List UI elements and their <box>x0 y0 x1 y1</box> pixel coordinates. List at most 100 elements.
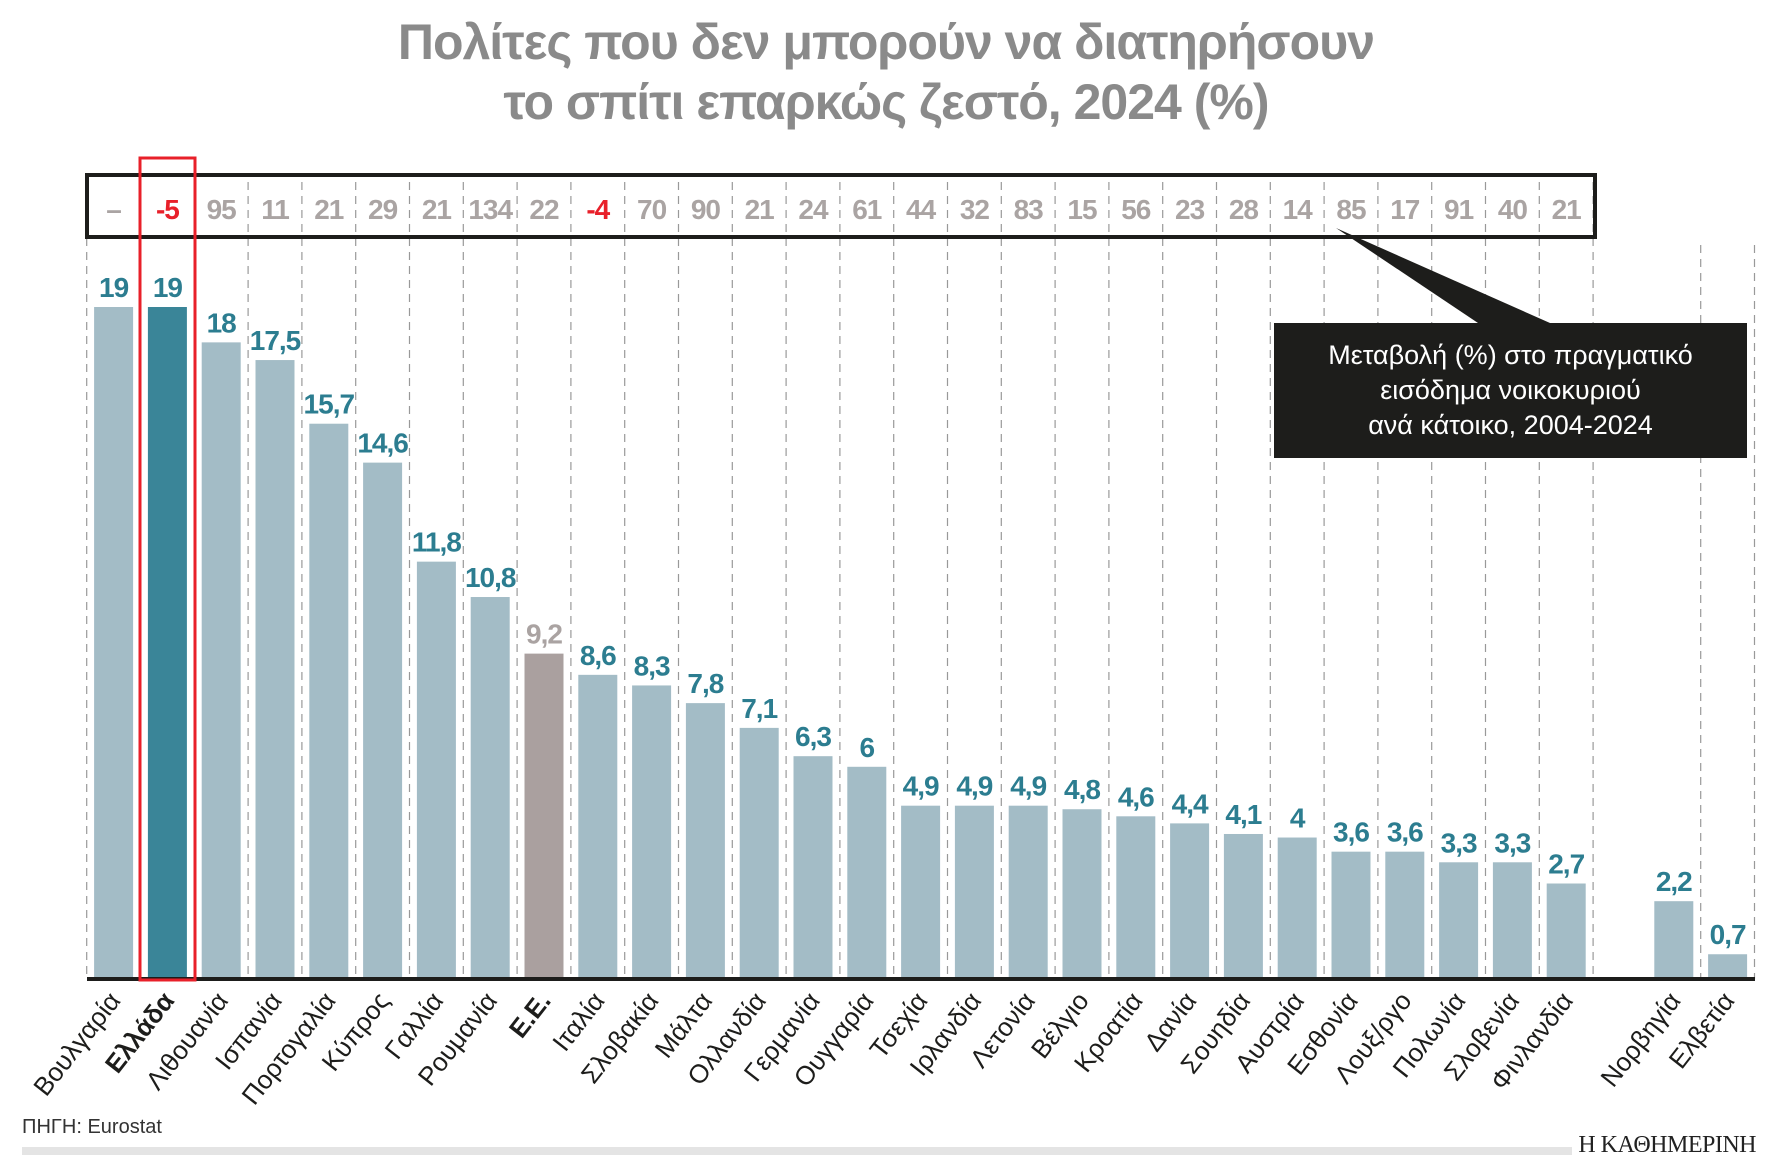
income-change-label: 85 <box>1336 194 1366 225</box>
income-change-label: 21 <box>745 194 775 225</box>
value-label: 4,8 <box>1064 774 1100 805</box>
income-change-label: 90 <box>691 194 721 225</box>
bar <box>739 727 779 979</box>
bar <box>793 756 833 979</box>
title-line-1: Πολίτες που δεν μπορούν να διατηρήσουν <box>397 14 1375 70</box>
bar <box>363 462 403 979</box>
income-change-label: 83 <box>1014 194 1044 225</box>
title-line-2: το σπίτι επαρκώς ζεστό, 2024 (%) <box>503 74 1270 130</box>
bar <box>147 307 187 979</box>
income-change-label: 17 <box>1390 194 1420 225</box>
callout-line-1: Μεταβολή (%) στο πραγματικό <box>1328 340 1693 370</box>
value-label: 2,7 <box>1548 849 1584 880</box>
income-change-label: 61 <box>852 194 882 225</box>
bar <box>1170 823 1210 979</box>
value-label: 18 <box>207 307 237 338</box>
brand-logo: Η ΚΑΘΗΜΕΡΙΝΗ <box>1578 1132 1756 1158</box>
value-label: 7,8 <box>687 668 723 699</box>
value-label: 0,7 <box>1710 919 1746 950</box>
value-label: 4,9 <box>956 771 992 802</box>
income-change-label: 70 <box>637 194 667 225</box>
value-label: 4,4 <box>1172 788 1209 819</box>
value-label: 3,6 <box>1387 817 1423 848</box>
value-label: 8,3 <box>634 650 670 681</box>
bar <box>1008 805 1048 979</box>
bar <box>1492 862 1532 979</box>
income-change-label: 56 <box>1121 194 1151 225</box>
income-change-label: 21 <box>422 194 452 225</box>
footer-bar <box>22 1147 1572 1155</box>
value-label: 6 <box>860 732 875 763</box>
chart-title: Πολίτες που δεν μπορούν να διατηρήσουν τ… <box>0 12 1772 132</box>
income-change-label: 95 <box>207 194 237 225</box>
bar <box>1546 883 1586 979</box>
income-change-label: 21 <box>314 194 344 225</box>
value-label: 19 <box>99 272 129 303</box>
income-change-label: 32 <box>960 194 990 225</box>
value-label: 4,9 <box>1010 771 1046 802</box>
bar <box>1708 954 1748 979</box>
bar <box>685 703 725 979</box>
value-label: 3,6 <box>1333 817 1369 848</box>
bar <box>1654 901 1694 979</box>
income-change-label: 28 <box>1229 194 1259 225</box>
bar <box>1062 809 1102 979</box>
category-label: Νορβηγία <box>1594 986 1686 1092</box>
income-change-label: 40 <box>1498 194 1528 225</box>
bar <box>94 307 134 979</box>
bar <box>524 653 564 979</box>
income-change-label: 91 <box>1444 194 1474 225</box>
bar <box>470 597 510 979</box>
bar <box>901 805 941 979</box>
income-change-label: 14 <box>1283 194 1314 225</box>
income-change-label: 21 <box>1552 194 1582 225</box>
bar <box>1223 833 1263 979</box>
value-label: 4,1 <box>1225 799 1261 830</box>
value-label: 3,3 <box>1494 827 1530 858</box>
bar <box>201 342 241 979</box>
income-change-label: 22 <box>529 194 559 225</box>
bar <box>1439 862 1479 979</box>
bar <box>847 766 887 979</box>
bar <box>954 805 994 979</box>
value-label: 6,3 <box>795 721 831 752</box>
income-change-label: -4 <box>586 194 610 225</box>
callout-box: Μεταβολή (%) στο πραγματικό εισόδημα νοι… <box>1274 323 1747 458</box>
value-label: 17,5 <box>250 325 301 356</box>
value-label: 8,6 <box>580 640 616 671</box>
value-label: 3,3 <box>1441 827 1477 858</box>
source-note: ΠΗΓΗ: Eurostat <box>22 1116 162 1138</box>
bar <box>1116 816 1156 979</box>
greece-highlight-box <box>138 156 197 982</box>
bar <box>255 360 295 980</box>
value-label: 9,2 <box>526 619 562 650</box>
value-label: 4,9 <box>903 771 939 802</box>
income-change-label: 134 <box>468 194 513 225</box>
value-label: 4,6 <box>1118 781 1154 812</box>
bar <box>309 423 349 979</box>
value-label: 11,8 <box>412 527 461 558</box>
bar <box>1385 851 1425 979</box>
income-change-label: 11 <box>261 194 289 225</box>
bar <box>578 674 618 979</box>
value-label: 4 <box>1290 803 1306 834</box>
income-change-label: 44 <box>906 194 937 225</box>
value-label: 14,6 <box>357 428 408 459</box>
income-change-label: 24 <box>798 194 829 225</box>
value-label: 15,7 <box>304 389 355 420</box>
income-change-label: -5 <box>156 194 179 225</box>
value-label: 7,1 <box>741 693 777 724</box>
callout-pointer <box>1336 228 1550 323</box>
callout-line-3: ανά κάτοικο, 2004-2024 <box>1368 410 1653 440</box>
income-change-box <box>85 173 1597 239</box>
bar <box>1331 851 1371 979</box>
value-label: 19 <box>153 272 183 303</box>
bar <box>1277 837 1317 979</box>
value-label: 10,8 <box>465 562 516 593</box>
value-label: 2,2 <box>1656 866 1692 897</box>
bar <box>632 685 672 979</box>
income-change-label: 29 <box>368 194 398 225</box>
income-change-label: 15 <box>1067 194 1097 225</box>
income-change-label: – <box>106 194 121 225</box>
